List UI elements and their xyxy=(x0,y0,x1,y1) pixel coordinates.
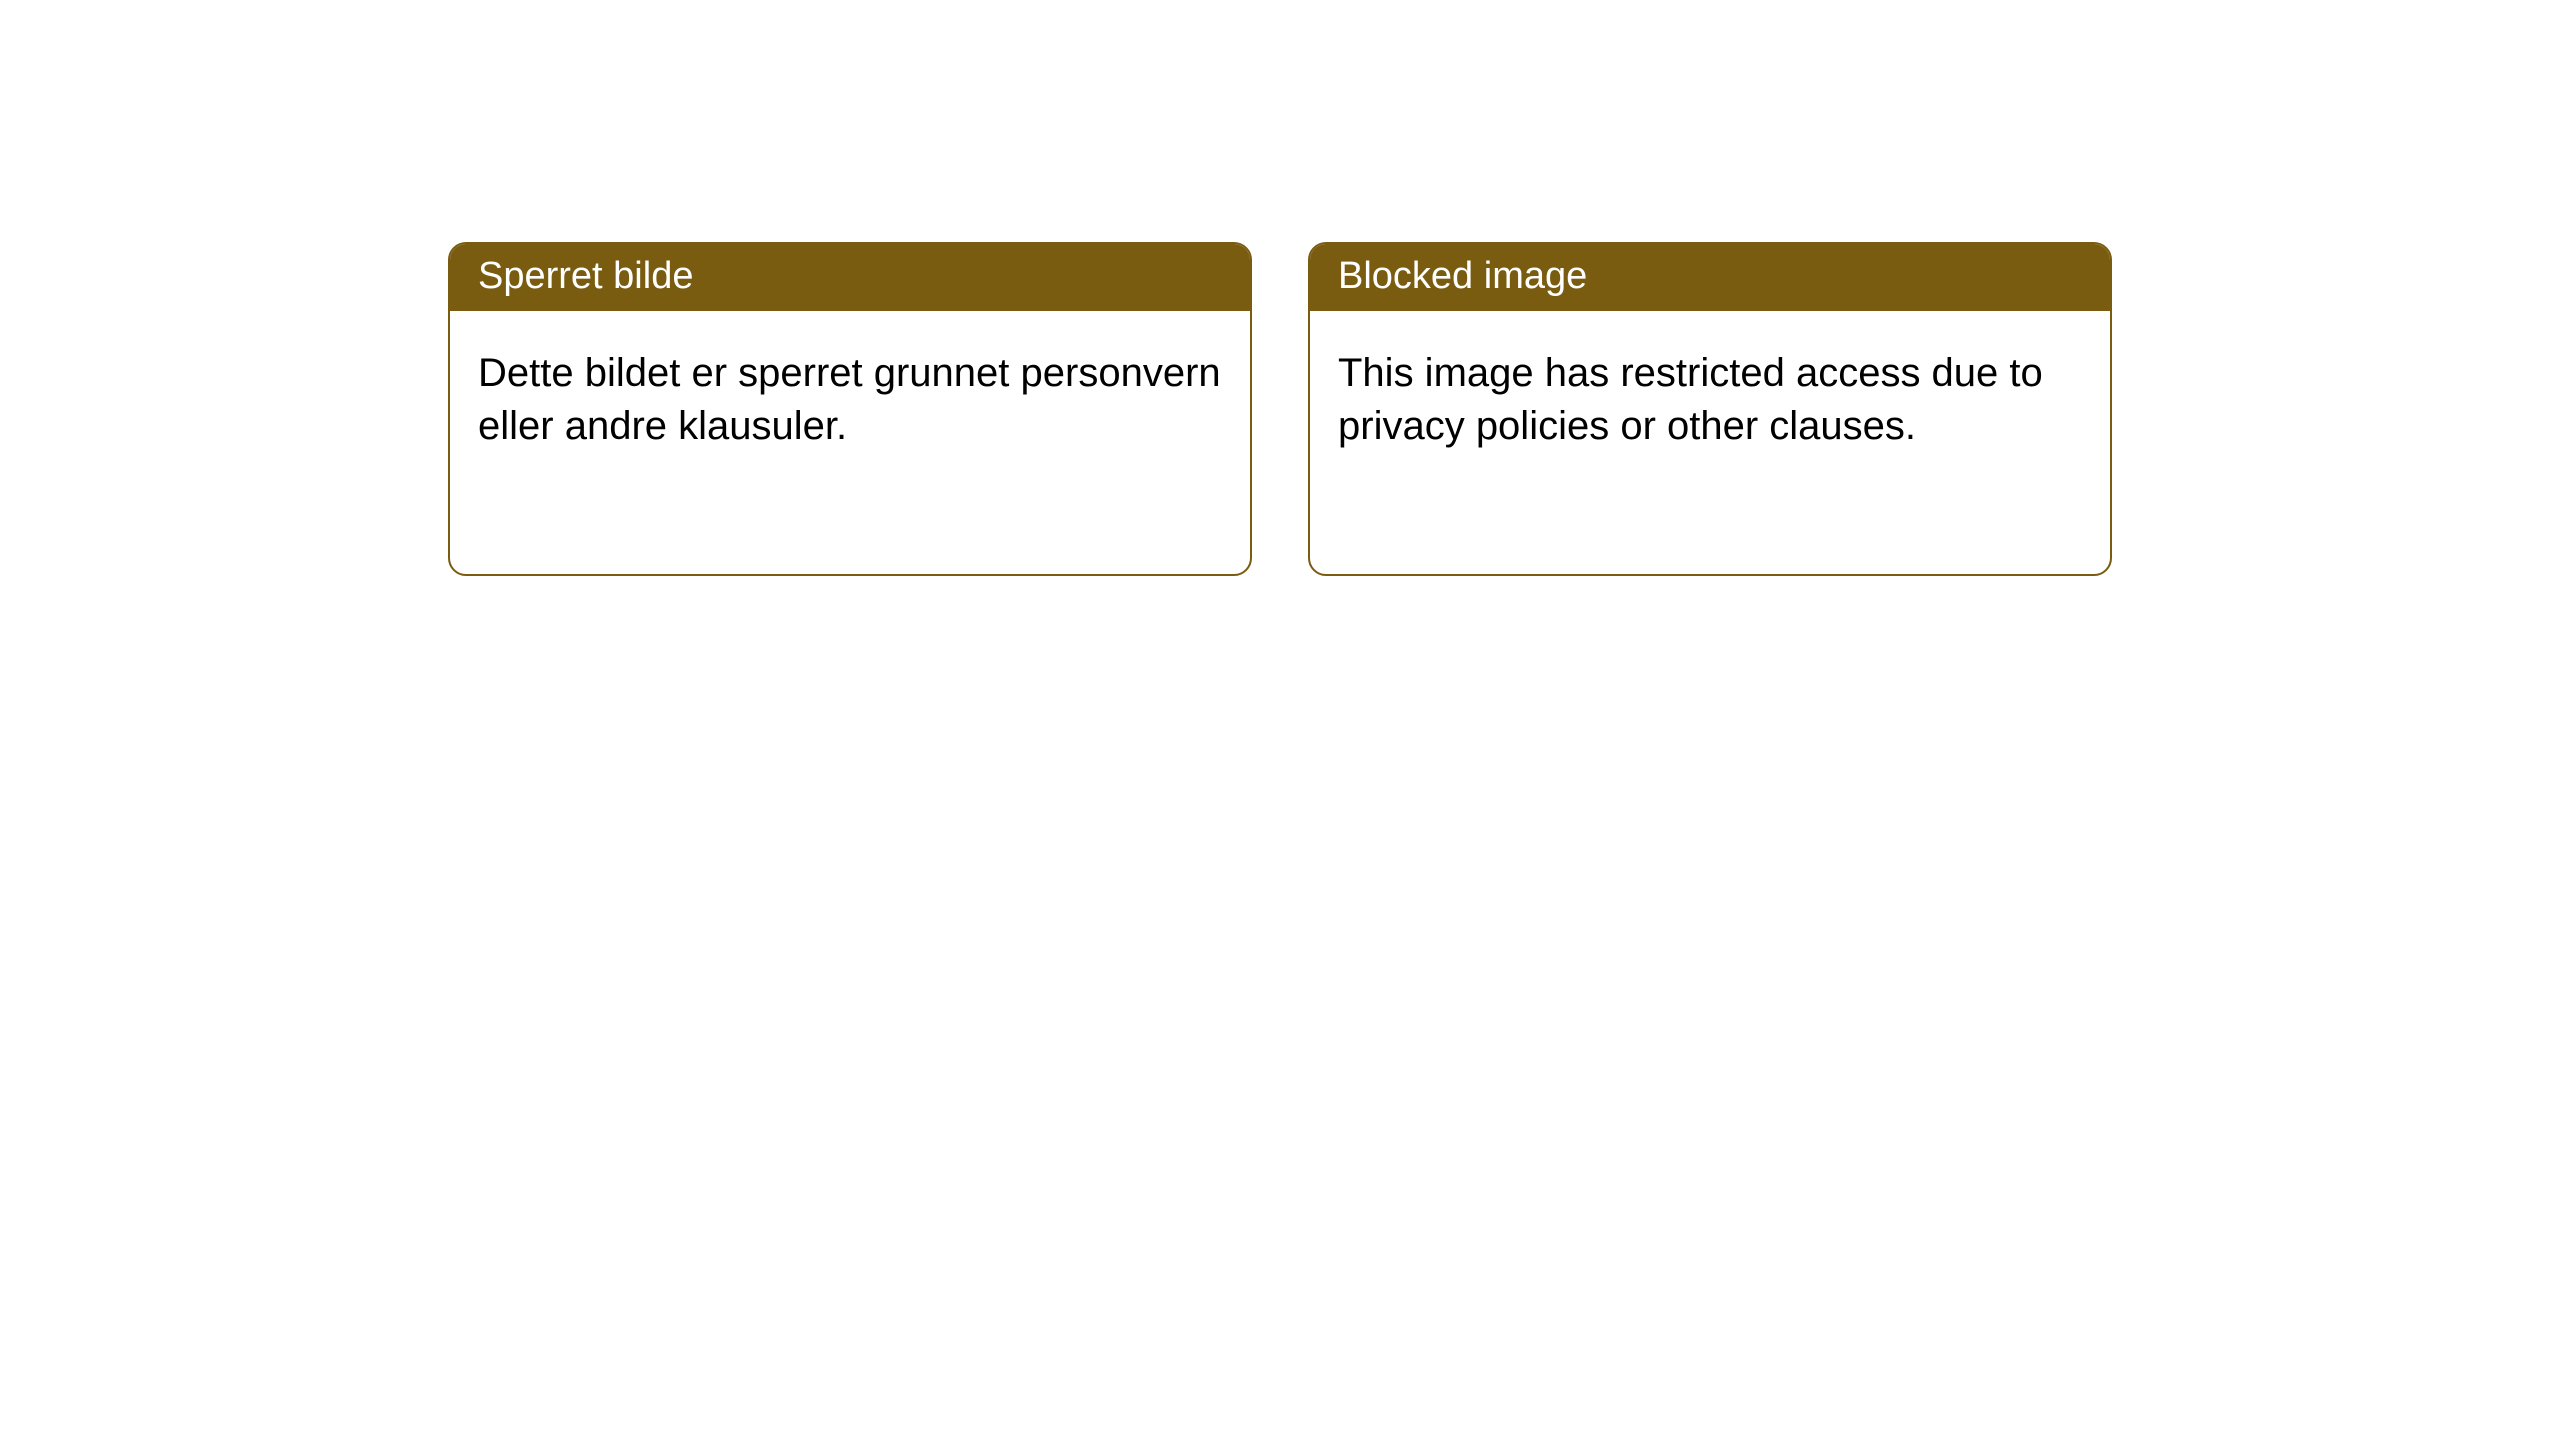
notice-header: Sperret bilde xyxy=(450,244,1250,311)
notice-title: Blocked image xyxy=(1338,255,1587,297)
notice-header: Blocked image xyxy=(1310,244,2110,311)
notice-card-english: Blocked image This image has restricted … xyxy=(1308,242,2112,576)
notice-message: This image has restricted access due to … xyxy=(1338,351,2043,448)
notice-body: This image has restricted access due to … xyxy=(1310,311,2110,481)
notice-card-norwegian: Sperret bilde Dette bildet er sperret gr… xyxy=(448,242,1252,576)
notice-body: Dette bildet er sperret grunnet personve… xyxy=(450,311,1250,481)
notice-message: Dette bildet er sperret grunnet personve… xyxy=(478,351,1221,448)
notice-title: Sperret bilde xyxy=(478,255,693,297)
notice-container: Sperret bilde Dette bildet er sperret gr… xyxy=(0,0,2560,576)
